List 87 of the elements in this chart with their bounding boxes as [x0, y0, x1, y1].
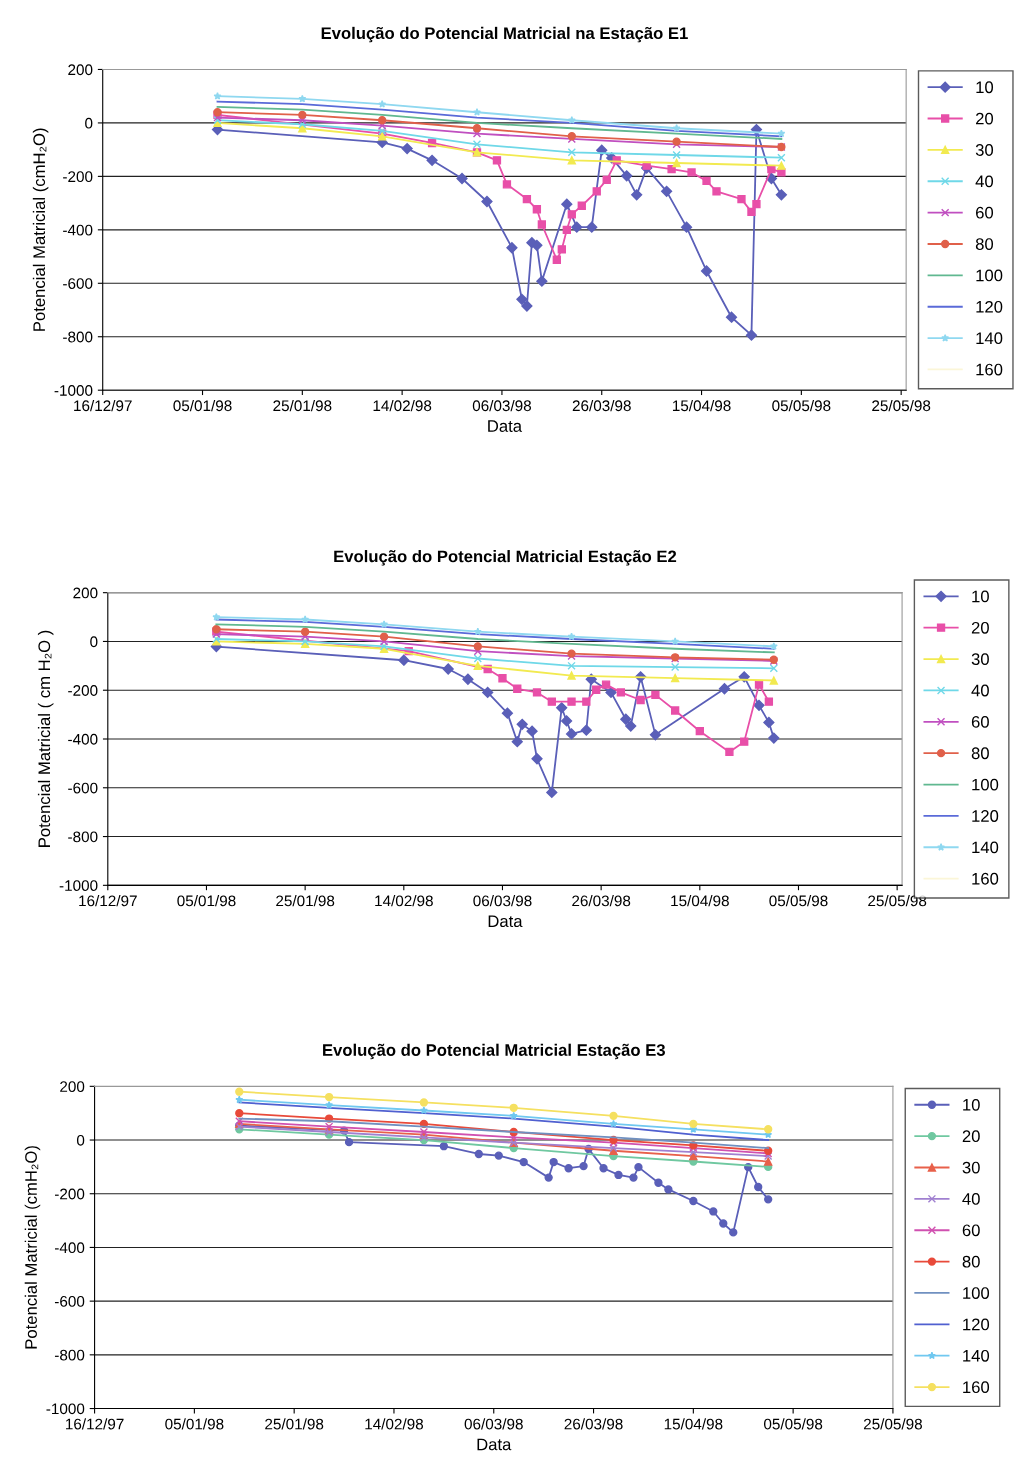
x-tick-label: 14/02/98: [373, 399, 432, 412]
y-tick-label: -600: [54, 1296, 85, 1307]
y-tick-label: -800: [54, 1349, 85, 1361]
legend-label: 80: [962, 1255, 980, 1268]
x-tick-label: 06/03/98: [472, 399, 532, 412]
y-tick-label: -400: [68, 733, 98, 745]
x-axis-title: Data: [488, 420, 523, 432]
legend-label: 30: [975, 144, 994, 156]
legend-label: 160: [972, 872, 999, 885]
x-tick-label: 26/03/98: [572, 895, 631, 907]
x-axis-title: Data: [488, 915, 523, 928]
y-tick-label: -600: [68, 782, 98, 794]
x-axis-title: Data: [477, 1438, 512, 1451]
legend-label: 140: [972, 841, 999, 854]
x-tick-label: 16/12/97: [79, 895, 137, 907]
legend-label: 140: [963, 1349, 990, 1362]
legend-label: 60: [976, 206, 994, 219]
x-tick-label: 26/03/98: [564, 1418, 623, 1430]
y-tick-label: -400: [63, 224, 93, 236]
x-tick-label: 25/01/98: [265, 1418, 324, 1430]
legend-label: 10: [972, 590, 989, 603]
x-tick-label: 15/04/98: [672, 399, 731, 412]
legend-label: 100: [972, 778, 999, 791]
chart-title: Evolução do Potencial Matricial Estação E3: [323, 1043, 665, 1060]
legend-label: 80: [975, 238, 994, 250]
legend-label: 20: [962, 1130, 980, 1143]
y-tick-label: 0: [90, 636, 98, 648]
x-tick-label: 15/04/98: [664, 1418, 723, 1430]
legend-label: 20: [976, 112, 994, 125]
x-tick-label: 14/02/98: [365, 1418, 424, 1430]
legend-label: 160: [963, 1381, 990, 1394]
y-axis-title: Potencial Matricial ( cm H₂O ): [37, 630, 54, 847]
x-tick-label: 25/01/98: [276, 895, 335, 907]
y-axis-title: Potencial Matricial (cmH₂O): [24, 1146, 41, 1349]
legend-label: 20: [971, 621, 989, 634]
y-tick-label: 0: [85, 117, 93, 129]
y-tick-label: -200: [63, 171, 93, 183]
legend-label: 10: [963, 1098, 980, 1111]
y-tick-label: -600: [63, 278, 93, 289]
legend-label: 30: [962, 1161, 980, 1174]
chart-title: Evolução do Potencial Matricial Estação E2: [334, 550, 677, 566]
legend-label: 60: [962, 1224, 980, 1237]
x-tick-label: 16/12/97: [74, 399, 132, 412]
x-tick-label: 26/03/98: [572, 399, 631, 412]
y-tick-label: -1000: [54, 385, 93, 396]
y-axis-title: Potencial Matricial (cmH₂O): [32, 128, 49, 331]
x-tick-label: 06/03/98: [473, 895, 532, 907]
legend-label: 120: [972, 810, 999, 822]
legend-label: 100: [976, 269, 1003, 282]
y-tick-label: -800: [63, 331, 93, 343]
x-tick-label: 25/05/98: [872, 399, 931, 412]
x-tick-label: 05/01/98: [173, 399, 232, 412]
legend-label: 60: [971, 715, 989, 728]
legend-label: 120: [976, 300, 1003, 313]
x-tick-label: 05/01/98: [177, 895, 236, 907]
x-tick-label: 14/02/98: [375, 895, 433, 907]
legend-label: 100: [963, 1287, 990, 1299]
x-tick-label: 16/12/97: [66, 1418, 124, 1430]
x-tick-label: 25/05/98: [863, 1418, 922, 1430]
y-tick-label: -200: [68, 685, 98, 696]
y-tick-label: -1000: [46, 1403, 85, 1415]
y-tick-label: 200: [60, 1081, 85, 1093]
y-tick-label: -800: [68, 831, 98, 843]
y-tick-label: -1000: [59, 880, 98, 892]
legend-label: 80: [971, 747, 989, 760]
legend-label: 160: [976, 363, 1003, 376]
x-tick-label: 05/01/98: [165, 1418, 224, 1430]
legend-label: 30: [971, 653, 989, 666]
legend-label: 120: [963, 1318, 990, 1331]
y-tick-label: 200: [73, 587, 98, 599]
legend-label: 40: [962, 1193, 980, 1205]
y-tick-label: -400: [54, 1242, 85, 1254]
x-tick-label: 05/05/98: [764, 1418, 823, 1430]
legend-label: 40: [971, 684, 989, 697]
x-tick-label: 05/05/98: [769, 895, 828, 907]
x-tick-label: 15/04/98: [671, 895, 729, 907]
x-tick-label: 06/03/98: [464, 1418, 523, 1430]
chart-title: Evolução do Potencial Matricial na Estação E1: [321, 26, 688, 43]
x-tick-label: 25/01/98: [273, 399, 332, 412]
y-tick-label: -200: [54, 1188, 85, 1200]
y-tick-label: 200: [68, 64, 93, 76]
x-tick-label: 05/05/98: [772, 399, 831, 412]
legend-label: 140: [976, 332, 1003, 345]
y-tick-label: 0: [76, 1134, 85, 1146]
legend-label: 10: [976, 81, 994, 94]
legend-label: 40: [975, 175, 994, 188]
x-tick-label: 25/05/98: [868, 895, 927, 907]
